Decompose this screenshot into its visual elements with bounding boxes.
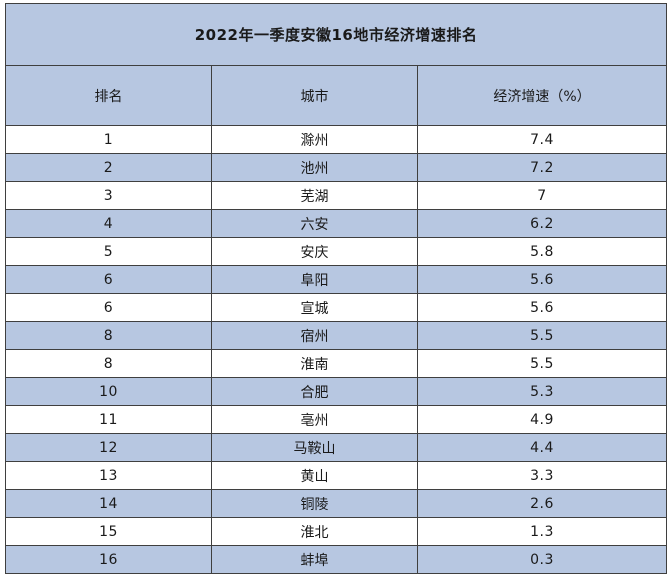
- table-row: 14 铜陵 2.6: [5, 489, 668, 518]
- city-cell: 淮南: [211, 349, 418, 378]
- growth-cell: 6.2: [416, 209, 668, 238]
- city-cell: 阜阳: [211, 265, 418, 294]
- city-cell: 铜陵: [211, 489, 418, 518]
- rank-cell: 2: [5, 153, 212, 182]
- table-row: 4 六安 6.2: [5, 209, 668, 238]
- city-cell: 黄山: [211, 461, 418, 490]
- city-cell: 芜湖: [211, 181, 418, 210]
- table-header-row: 排名 城市 经济增速（%）: [5, 65, 668, 126]
- rank-cell: 13: [5, 461, 212, 490]
- column-header-rank: 排名: [5, 65, 212, 126]
- table-title: 2022年一季度安徽16地市经济增速排名: [4, 3, 668, 66]
- rank-cell: 6: [5, 265, 212, 294]
- ranking-table-container: 2022年一季度安徽16地市经济增速排名 排名 城市 经济增速（%） 1 滁州 7.…: [4, 3, 668, 574]
- city-cell: 宣城: [211, 293, 418, 322]
- growth-cell: 4.4: [416, 433, 668, 462]
- growth-cell: 5.6: [416, 265, 668, 294]
- table-row: 11 亳州 4.9: [5, 405, 668, 434]
- growth-cell: 7.2: [416, 153, 668, 182]
- table-row: 13 黄山 3.3: [5, 461, 668, 490]
- rank-cell: 1: [5, 125, 212, 154]
- city-cell: 滁州: [211, 125, 418, 154]
- table-row: 3 芜湖 7: [5, 181, 668, 210]
- growth-cell: 5.6: [416, 293, 668, 322]
- rank-cell: 12: [5, 433, 212, 462]
- table-row: 8 淮南 5.5: [5, 349, 668, 378]
- growth-cell: 1.3: [416, 517, 668, 546]
- growth-cell: 5.8: [416, 237, 668, 266]
- table-row: 8 宿州 5.5: [5, 321, 668, 350]
- growth-cell: 0.3: [416, 545, 668, 574]
- city-cell: 合肥: [211, 377, 418, 406]
- table-row: 6 阜阳 5.6: [5, 265, 668, 294]
- rank-cell: 11: [5, 405, 212, 434]
- growth-cell: 3.3: [416, 461, 668, 490]
- column-header-growth: 经济增速（%）: [416, 65, 668, 126]
- city-cell: 马鞍山: [211, 433, 418, 462]
- rank-cell: 3: [5, 181, 212, 210]
- rank-cell: 10: [5, 377, 212, 406]
- city-cell: 宿州: [211, 321, 418, 350]
- growth-cell: 5.5: [416, 349, 668, 378]
- table-row: 6 宣城 5.6: [5, 293, 668, 322]
- table-title-row: 2022年一季度安徽16地市经济增速排名: [4, 3, 668, 66]
- table-row: 5 安庆 5.8: [5, 237, 668, 266]
- city-cell: 淮北: [211, 517, 418, 546]
- rank-cell: 4: [5, 209, 212, 238]
- growth-cell: 5.3: [416, 377, 668, 406]
- growth-cell: 7.4: [416, 125, 668, 154]
- table-row: 15 淮北 1.3: [5, 517, 668, 546]
- table-row: 12 马鞍山 4.4: [5, 433, 668, 462]
- rank-cell: 8: [5, 349, 212, 378]
- growth-cell: 4.9: [416, 405, 668, 434]
- table-row: 1 滁州 7.4: [5, 125, 668, 154]
- city-cell: 蚌埠: [211, 545, 418, 574]
- rank-cell: 6: [5, 293, 212, 322]
- table-row: 10 合肥 5.3: [5, 377, 668, 406]
- growth-cell: 2.6: [416, 489, 668, 518]
- table-row: 16 蚌埠 0.3: [5, 545, 668, 574]
- rank-cell: 15: [5, 517, 212, 546]
- growth-cell: 7: [416, 181, 668, 210]
- ranking-table: 2022年一季度安徽16地市经济增速排名 排名 城市 经济增速（%） 1 滁州 7.…: [4, 3, 668, 574]
- city-cell: 六安: [211, 209, 418, 238]
- city-cell: 亳州: [211, 405, 418, 434]
- table-row: 2 池州 7.2: [5, 153, 668, 182]
- growth-cell: 5.5: [416, 321, 668, 350]
- rank-cell: 14: [5, 489, 212, 518]
- city-cell: 池州: [211, 153, 418, 182]
- rank-cell: 5: [5, 237, 212, 266]
- rank-cell: 8: [5, 321, 212, 350]
- column-header-city: 城市: [211, 65, 418, 126]
- rank-cell: 16: [5, 545, 212, 574]
- city-cell: 安庆: [211, 237, 418, 266]
